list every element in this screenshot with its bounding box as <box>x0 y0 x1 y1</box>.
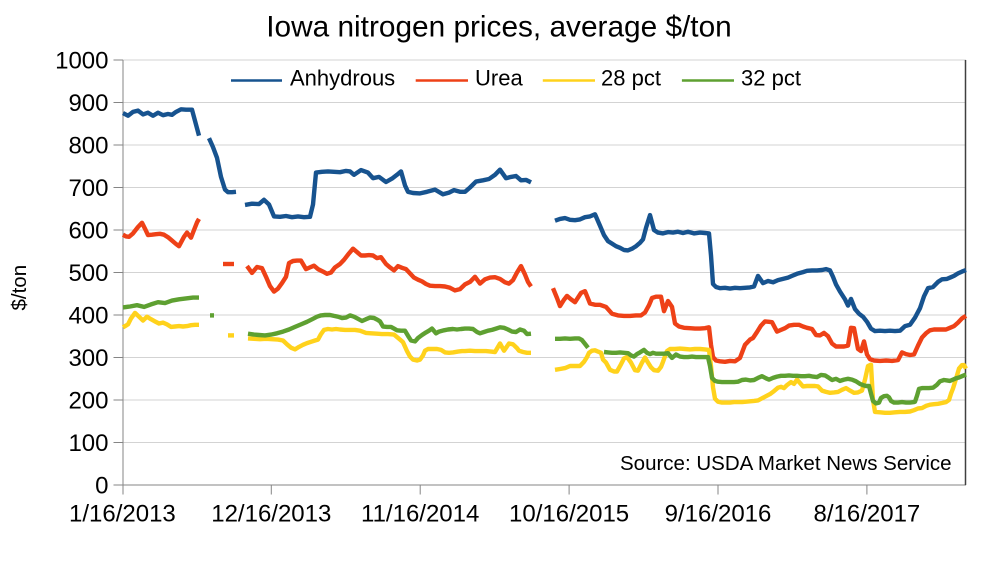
svg-text:700: 700 <box>68 175 108 202</box>
svg-text:1/16/2013: 1/16/2013 <box>69 501 176 528</box>
svg-text:1000: 1000 <box>55 48 108 75</box>
svg-text:600: 600 <box>68 218 108 245</box>
svg-text:9/16/2016: 9/16/2016 <box>665 501 772 528</box>
svg-text:8/16/2017: 8/16/2017 <box>814 501 921 528</box>
svg-text:300: 300 <box>68 345 108 372</box>
svg-text:Urea: Urea <box>475 66 523 91</box>
svg-text:10/16/2015: 10/16/2015 <box>509 501 629 528</box>
svg-text:Anhydrous: Anhydrous <box>290 66 395 91</box>
svg-text:Iowa nitrogen prices, average: Iowa nitrogen prices, average $/ton <box>266 11 731 44</box>
svg-text:32 pct: 32 pct <box>741 66 801 91</box>
svg-text:100: 100 <box>68 430 108 457</box>
svg-text:28 pct: 28 pct <box>601 66 661 91</box>
svg-text:400: 400 <box>68 303 108 330</box>
svg-text:900: 900 <box>68 90 108 117</box>
svg-text:Source: USDA Market News Servi: Source: USDA Market News Service <box>620 452 952 475</box>
svg-text:0: 0 <box>95 473 108 500</box>
svg-text:200: 200 <box>68 388 108 415</box>
svg-text:500: 500 <box>68 260 108 287</box>
svg-text:12/16/2013: 12/16/2013 <box>211 501 331 528</box>
svg-text:11/16/2014: 11/16/2014 <box>361 501 479 528</box>
svg-text:$/ton: $/ton <box>8 265 31 311</box>
svg-text:800: 800 <box>68 133 108 160</box>
